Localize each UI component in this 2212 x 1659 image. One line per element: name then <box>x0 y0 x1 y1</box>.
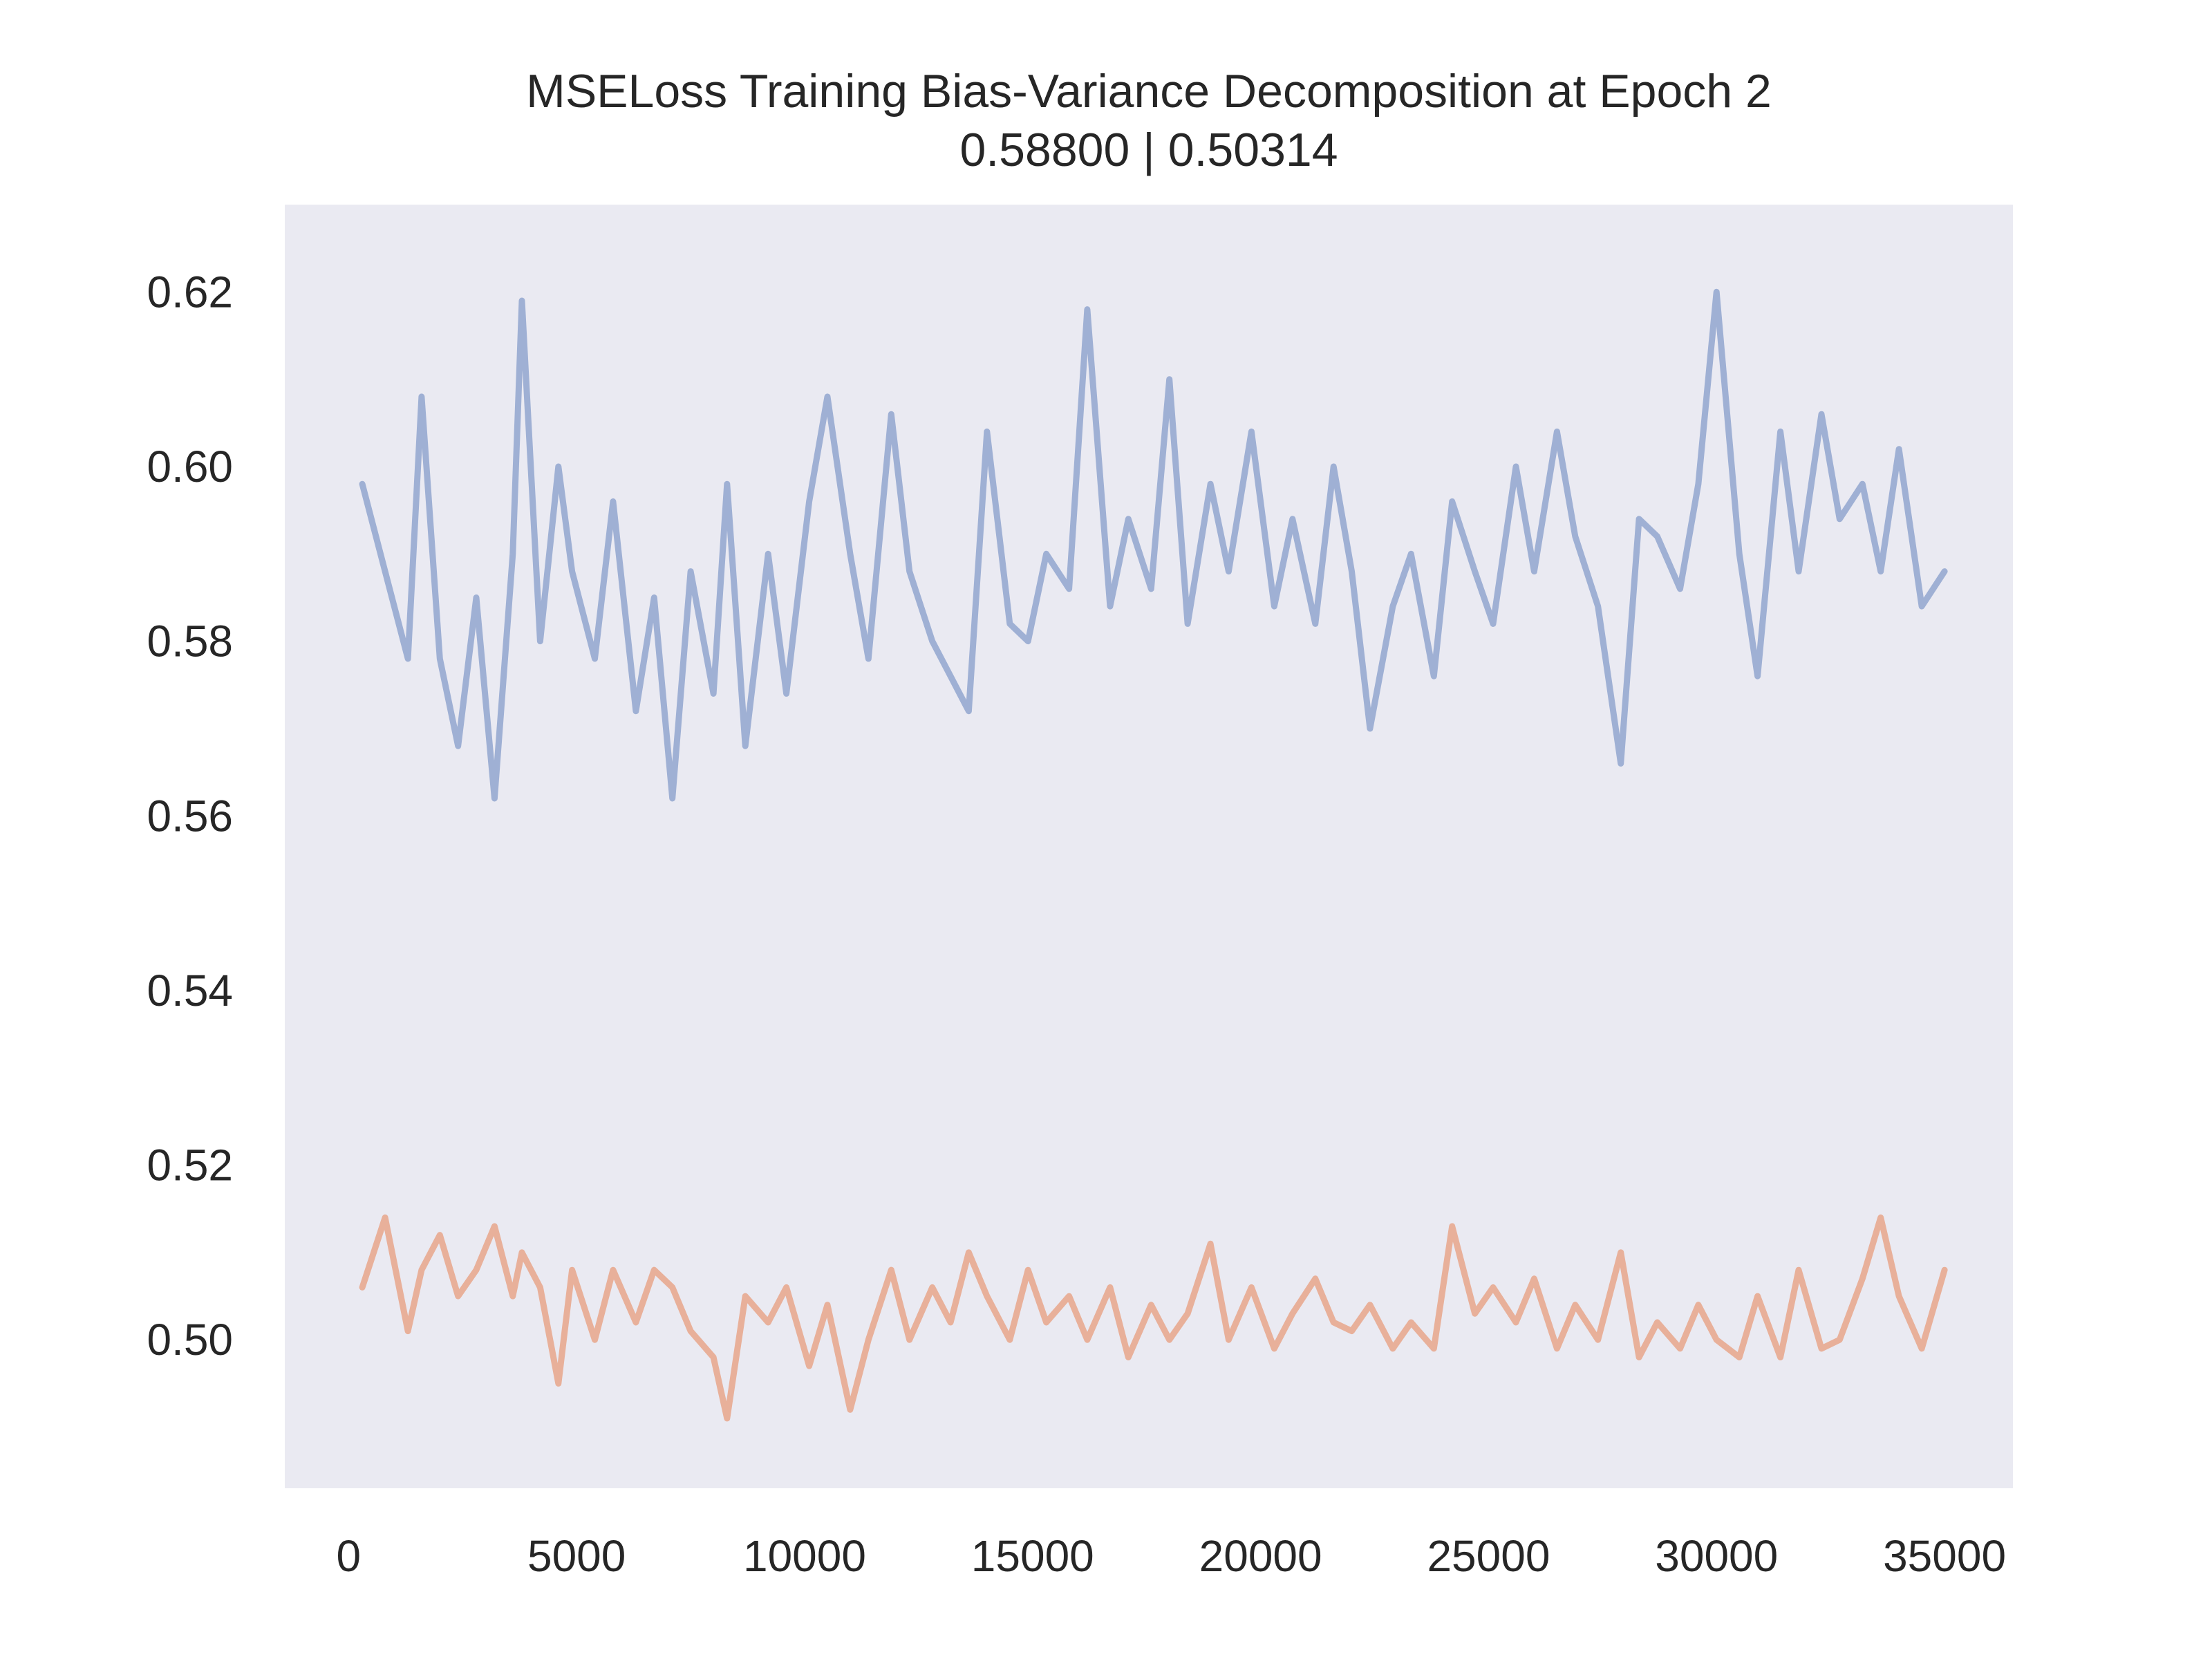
y-tick-label: 0.52 <box>147 1141 233 1190</box>
y-tick-label: 0.60 <box>147 442 233 491</box>
x-tick-label: 0 <box>337 1531 362 1581</box>
y-tick-label: 0.50 <box>147 1315 233 1365</box>
x-axis-ticks: 0 5000 10000 15000 20000 25000 30000 35000 <box>337 1531 2006 1581</box>
y-tick-label: 0.56 <box>147 791 233 841</box>
chart-title: MSELoss Training Bias-Variance Decomposi… <box>526 65 1772 118</box>
y-tick-label: 0.58 <box>147 617 233 666</box>
x-tick-label: 30000 <box>1655 1531 1778 1581</box>
series-line-1 <box>359 288 1948 802</box>
y-tick-label: 0.62 <box>147 267 233 317</box>
x-tick-label: 5000 <box>527 1531 626 1581</box>
x-tick-label: 20000 <box>1199 1531 1322 1581</box>
x-tick-label: 10000 <box>743 1531 866 1581</box>
y-axis-ticks: 0.50 0.52 0.54 0.56 0.58 0.60 0.62 <box>147 267 233 1365</box>
series-line-2 <box>359 1214 1948 1422</box>
x-tick-label: 15000 <box>971 1531 1094 1581</box>
chart-subtitle: 0.58800 | 0.50314 <box>959 124 1338 176</box>
x-tick-label: 25000 <box>1427 1531 1550 1581</box>
series-layer <box>359 288 1948 1422</box>
y-tick-label: 0.54 <box>147 966 233 1015</box>
x-tick-label: 35000 <box>1883 1531 2006 1581</box>
